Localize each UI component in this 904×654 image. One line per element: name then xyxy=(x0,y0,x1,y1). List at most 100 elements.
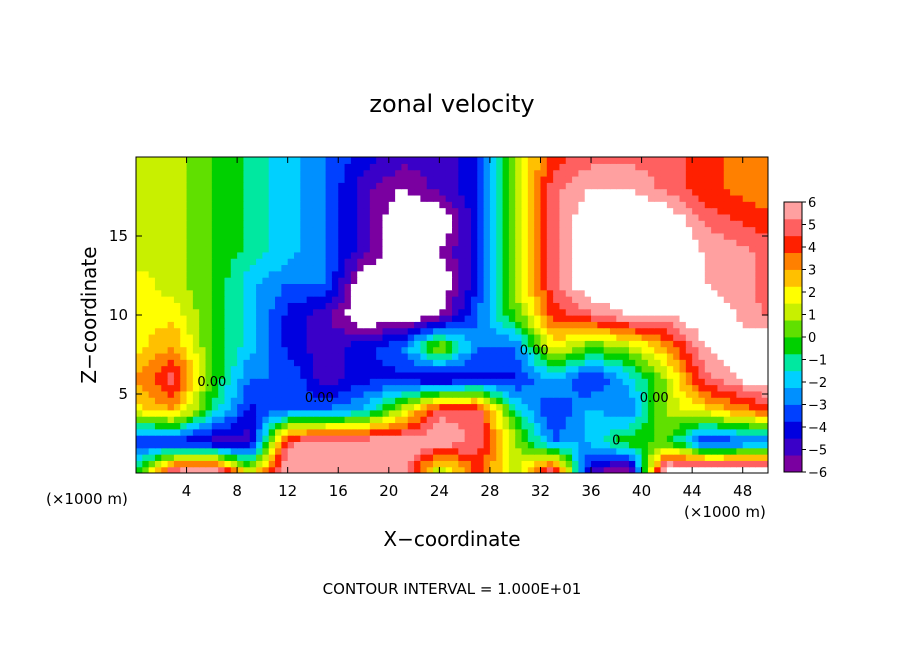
field-cell xyxy=(660,213,668,221)
field-cell xyxy=(167,251,175,259)
field-cell xyxy=(483,441,491,449)
field-cell xyxy=(256,441,263,449)
field-cell xyxy=(723,207,731,215)
field-cell xyxy=(616,207,624,215)
field-cell xyxy=(616,245,624,253)
field-cell xyxy=(496,220,504,228)
field-cell xyxy=(338,232,346,240)
field-cell xyxy=(685,441,693,449)
field-cell xyxy=(142,416,150,424)
field-cell xyxy=(445,207,453,215)
field-cell xyxy=(692,308,700,316)
field-cell xyxy=(281,270,289,278)
field-cell xyxy=(483,371,491,379)
field-cell xyxy=(578,441,586,449)
field-cell xyxy=(388,213,396,221)
field-cell xyxy=(192,315,200,322)
field-cell xyxy=(635,245,643,253)
field-cell xyxy=(654,378,662,386)
field-cell xyxy=(654,296,662,303)
field-cell xyxy=(186,441,194,449)
field-cell xyxy=(357,226,365,234)
field-cell xyxy=(628,403,636,411)
field-cell xyxy=(312,371,320,379)
field-cell xyxy=(388,169,396,177)
field-cell xyxy=(470,264,478,272)
field-cell xyxy=(325,258,333,266)
field-cell xyxy=(388,397,396,405)
field-cell xyxy=(186,390,194,398)
field-cell xyxy=(142,226,150,234)
field-cell xyxy=(534,466,542,473)
field-cell xyxy=(742,188,750,196)
field-cell xyxy=(306,340,314,348)
field-cell xyxy=(717,175,725,183)
field-cell xyxy=(230,321,238,329)
field-cell xyxy=(553,315,561,322)
field-cell xyxy=(338,409,346,417)
field-cell xyxy=(256,454,263,461)
field-cell xyxy=(268,371,276,379)
field-cell xyxy=(433,169,440,177)
field-cell xyxy=(414,239,421,247)
field-cell xyxy=(281,175,289,183)
field-cell xyxy=(300,428,308,436)
field-cell xyxy=(755,175,763,183)
field-cell xyxy=(312,207,320,215)
field-cell xyxy=(401,321,409,329)
field-cell xyxy=(243,289,251,297)
field-cell xyxy=(148,258,156,266)
field-cell xyxy=(635,289,643,297)
field-cell xyxy=(502,182,510,190)
field-cell xyxy=(723,289,731,297)
field-cell xyxy=(496,245,504,253)
field-cell xyxy=(521,365,529,373)
field-cell xyxy=(350,315,358,322)
field-cell xyxy=(180,333,188,341)
field-cell xyxy=(660,188,668,196)
field-cell xyxy=(173,346,181,354)
field-cell xyxy=(363,220,371,228)
field-cell xyxy=(173,352,181,360)
field-cell xyxy=(666,175,674,183)
field-cell xyxy=(622,220,630,228)
field-cell xyxy=(312,409,320,417)
field-cell xyxy=(287,321,295,329)
field-cell xyxy=(300,213,308,221)
field-cell xyxy=(376,384,384,392)
field-cell xyxy=(287,201,295,209)
field-cell xyxy=(470,365,478,373)
field-cell xyxy=(256,460,263,468)
field-cell xyxy=(502,213,510,221)
field-cell xyxy=(281,277,289,284)
field-cell xyxy=(572,352,579,360)
field-cell xyxy=(154,157,162,164)
field-cell xyxy=(685,251,693,259)
field-cell xyxy=(445,258,453,266)
field-cell xyxy=(742,207,750,215)
field-cell xyxy=(180,428,188,436)
field-cell xyxy=(704,378,712,386)
field-cell xyxy=(300,157,308,164)
field-cell xyxy=(281,213,289,221)
field-cell xyxy=(527,454,535,461)
field-cell xyxy=(344,447,352,455)
field-cell xyxy=(414,194,421,202)
field-cell xyxy=(224,409,232,417)
field-cell xyxy=(237,460,245,468)
field-cell xyxy=(723,454,731,461)
field-cell xyxy=(224,220,232,228)
field-cell xyxy=(698,327,706,335)
field-cell xyxy=(628,315,636,322)
field-cell xyxy=(610,213,617,221)
field-cell xyxy=(167,333,175,341)
field-cell xyxy=(654,207,662,215)
field-cell xyxy=(325,169,333,177)
field-cell xyxy=(723,378,731,386)
field-cell xyxy=(268,346,276,354)
field-cell xyxy=(294,201,301,209)
field-cell xyxy=(610,175,617,183)
field-cell xyxy=(218,308,226,316)
field-cell xyxy=(287,308,295,316)
field-cell xyxy=(142,188,150,196)
